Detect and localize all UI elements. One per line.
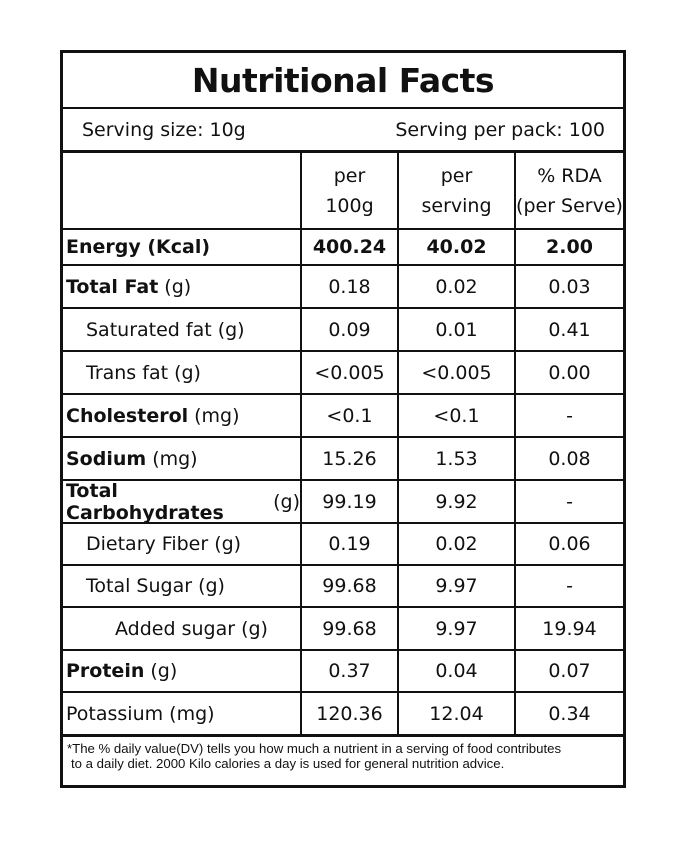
value-rda: 0.41 [514, 309, 623, 350]
nutrient-name: Potassium (mg) [66, 702, 215, 725]
nutrient-name-cell: Sodium (mg) [63, 438, 300, 479]
value-rda: 0.00 [514, 352, 623, 393]
header-per-serving: per serving [397, 153, 514, 228]
value-rda: 0.07 [514, 651, 623, 691]
servings-per-pack: Serving per pack: 100 [395, 119, 605, 141]
serving-info: Serving size: 10g Serving per pack: 100 [63, 109, 623, 153]
value-per-100g: 99.68 [300, 566, 397, 606]
nutrient-name: Sodium [66, 447, 147, 470]
value-per-100g: 99.68 [300, 608, 397, 649]
nutrient-unit: (g) [273, 490, 300, 513]
nutrient-unit: (mg) [194, 404, 240, 427]
value-per-100g: 99.19 [300, 481, 397, 522]
nutrient-name-cell: Total Carbohydrates (g) [63, 479, 300, 524]
nutrition-label: Nutritional Facts Serving size: 10g Serv… [60, 50, 626, 788]
value-per-100g: 15.26 [300, 438, 397, 479]
table-row: Protein (g) 0.37 0.04 0.07 [63, 651, 623, 693]
value-per-100g: 400.24 [300, 230, 397, 264]
nutrient-name: Total Sugar (g) [86, 575, 225, 597]
table-row: Cholesterol (mg) <0.1 <0.1 - [63, 395, 623, 438]
table-row: Total Sugar (g) 99.68 9.97 - [63, 566, 623, 608]
value-rda: 0.08 [514, 438, 623, 479]
value-per-100g: 0.19 [300, 524, 397, 564]
value-rda: - [514, 481, 623, 522]
nutrient-name: Added sugar (g) [115, 617, 268, 640]
footnote-line: to a daily diet. 2000 Kilo calories a da… [71, 756, 505, 771]
value-rda: 0.34 [514, 693, 623, 734]
value-rda: 0.03 [514, 266, 623, 307]
value-per-serving: 1.53 [397, 438, 514, 479]
value-per-100g: 0.18 [300, 266, 397, 307]
nutrient-unit: (g) [150, 660, 178, 682]
nutrient-name: Total Fat [66, 275, 159, 298]
value-per-serving: 12.04 [397, 693, 514, 734]
value-rda: - [514, 566, 623, 606]
table-header: per 100g per serving % RDA (per Serve) [63, 153, 623, 230]
value-per-100g: 120.36 [300, 693, 397, 734]
table-row: Dietary Fiber (g) 0.19 0.02 0.06 [63, 524, 623, 566]
table-row: Potassium (mg) 120.36 12.04 0.34 [63, 693, 623, 737]
value-per-100g: <0.1 [300, 395, 397, 436]
value-per-serving: <0.1 [397, 395, 514, 436]
table-row: Added sugar (g) 99.68 9.97 19.94 [63, 608, 623, 651]
table-row: Trans fat (g) <0.005 <0.005 0.00 [63, 352, 623, 395]
serving-size: Serving size: 10g [82, 119, 246, 141]
table-row: Energy (Kcal) 400.24 40.02 2.00 [63, 230, 623, 266]
table-row: Total Carbohydrates (g) 99.19 9.92 - [63, 479, 623, 524]
nutrient-name: Trans fat (g) [86, 361, 201, 384]
nutrient-name: Protein [66, 660, 145, 682]
value-rda: 2.00 [514, 230, 623, 264]
label-title: Nutritional Facts [63, 53, 623, 109]
value-per-serving: 9.92 [397, 481, 514, 522]
nutrient-name: Total Carbohydrates [66, 479, 224, 524]
header-nutrient [63, 153, 300, 228]
nutrient-unit: (g) [164, 275, 192, 298]
value-per-serving: <0.005 [397, 352, 514, 393]
nutrient-name-cell: Protein (g) [63, 651, 300, 691]
value-per-serving: 0.01 [397, 309, 514, 350]
table-row: Total Fat (g) 0.18 0.02 0.03 [63, 266, 623, 309]
value-per-serving: 40.02 [397, 230, 514, 264]
table-row: Saturated fat (g) 0.09 0.01 0.41 [63, 309, 623, 352]
value-per-serving: 9.97 [397, 566, 514, 606]
value-per-serving: 0.02 [397, 524, 514, 564]
nutrient-name: Cholesterol [66, 404, 189, 427]
value-rda: 19.94 [514, 608, 623, 649]
nutrient-name-cell: Cholesterol (mg) [63, 395, 300, 436]
nutrient-unit: (mg) [152, 447, 198, 470]
nutrient-name: Dietary Fiber (g) [86, 533, 242, 555]
value-per-serving: 0.02 [397, 266, 514, 307]
footnote-line: *The % daily value(DV) tells you how muc… [67, 741, 562, 756]
value-per-100g: 0.09 [300, 309, 397, 350]
value-per-serving: 9.97 [397, 608, 514, 649]
footnote: *The % daily value(DV) tells you how muc… [67, 741, 623, 771]
nutrient-name: Saturated fat (g) [86, 318, 245, 341]
table-row: Sodium (mg) 15.26 1.53 0.08 [63, 438, 623, 481]
nutrient-name-cell: Total Fat (g) [63, 266, 300, 307]
value-rda: - [514, 395, 623, 436]
value-per-100g: <0.005 [300, 352, 397, 393]
header-rda: % RDA (per Serve) [514, 153, 623, 228]
nutrient-name: Energy (Kcal) [66, 236, 211, 258]
header-per-100g: per 100g [300, 153, 397, 228]
value-per-serving: 0.04 [397, 651, 514, 691]
value-rda: 0.06 [514, 524, 623, 564]
value-per-100g: 0.37 [300, 651, 397, 691]
